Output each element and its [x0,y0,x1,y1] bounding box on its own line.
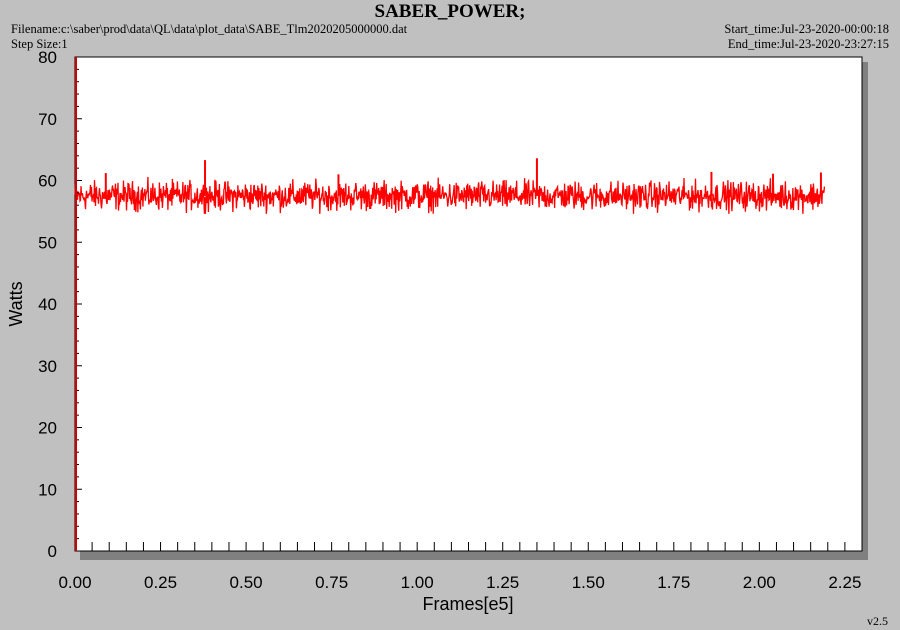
time-info: Start_time:Jul-23-2020-00:00:18 End_time… [724,22,889,52]
y-axis-label: Watts [6,281,26,326]
y-tick-label: 70 [38,110,57,129]
x-axis-label: Frames[e5] [422,594,513,614]
x-tick-label: 0.75 [315,573,348,592]
x-tick-label: 1.00 [401,573,434,592]
start-time-label: Start_time:Jul-23-2020-00:00:18 [724,22,889,36]
file-info: Filename:c:\saber\prod\data\QL\data\plot… [11,22,407,52]
end-time-label: End_time:Jul-23-2020-23:27:15 [727,37,889,51]
y-tick-label: 80 [38,48,57,67]
axes-layer: 0 10 20 30 40 50 60 70 80 0.00 0.25 0.50 0.75 1.00 1.2… [38,48,861,592]
x-tick-label: 2.25 [828,573,861,592]
x-tick-label: 0.50 [230,573,263,592]
x-tick-label: 1.75 [657,573,690,592]
x-tick-label: 2.00 [743,573,776,592]
y-tick-label: 50 [38,233,57,252]
chart-title: SABER_POWER; [374,1,526,22]
step-size-label: Step Size:1 [11,37,68,51]
series-layer [74,158,826,214]
y-tick-label: 30 [38,357,57,376]
y-tick-label: 60 [38,172,57,191]
y-tick-label: 40 [38,295,57,314]
x-tick-label: 1.25 [486,573,519,592]
filename-label: Filename:c:\saber\prod\data\QL\data\plot… [11,22,408,36]
y-tick-label: 20 [38,419,57,438]
series-line [74,176,826,214]
y-tick-label: 0 [48,542,57,561]
x-tick-label: 0.00 [58,573,91,592]
plot-area [74,56,863,552]
x-tick-label: 1.50 [572,573,605,592]
version-label: v2.5 [867,614,888,628]
y-tick-label: 10 [38,480,57,499]
x-tick-label: 0.25 [144,573,177,592]
